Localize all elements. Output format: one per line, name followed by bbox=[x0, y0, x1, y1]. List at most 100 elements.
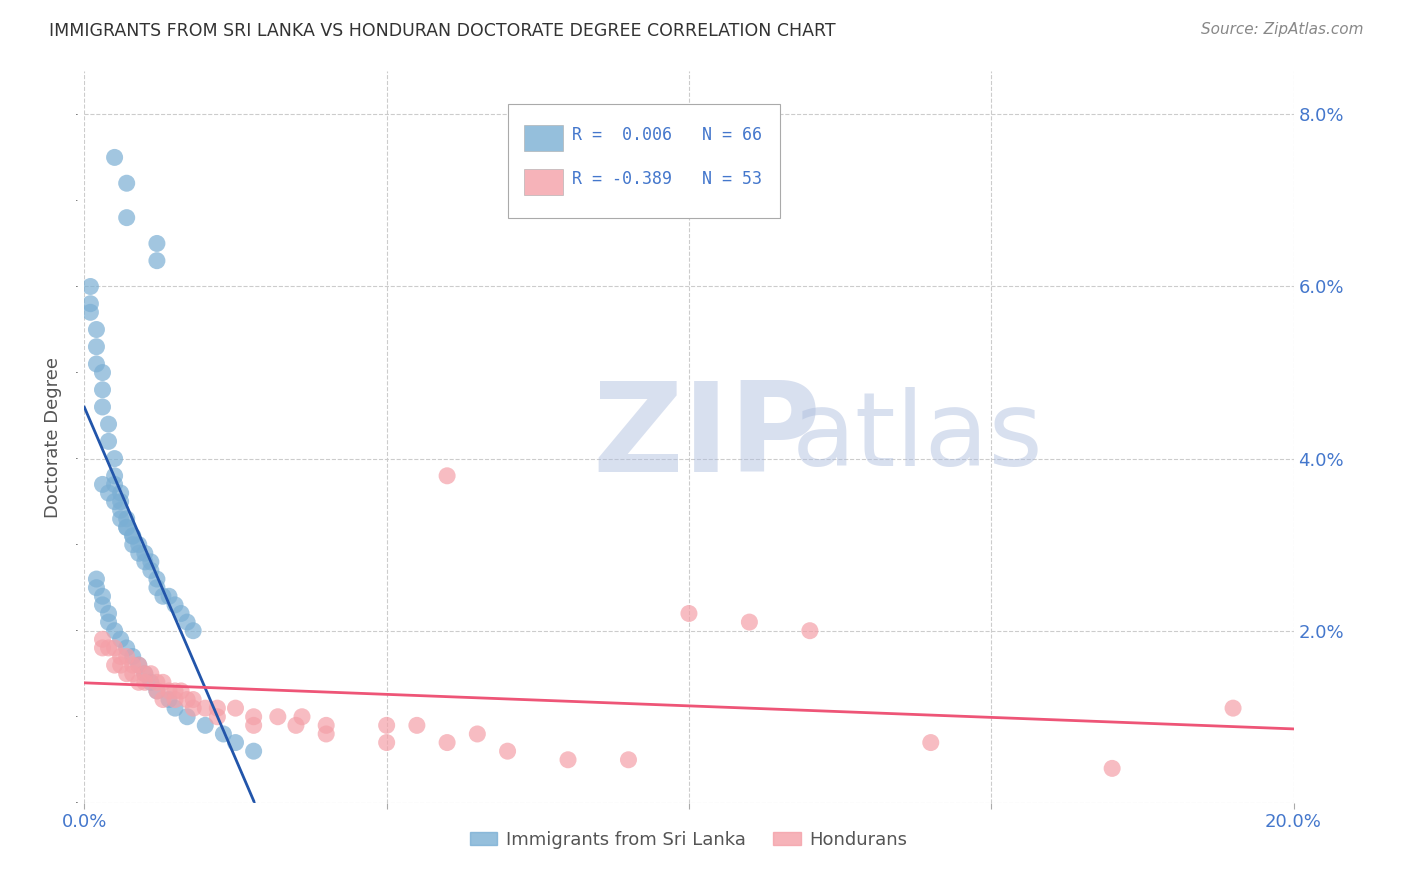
Point bbox=[285, 718, 308, 732]
Point bbox=[97, 640, 120, 655]
Point bbox=[115, 211, 138, 225]
Point bbox=[110, 503, 132, 517]
Point bbox=[79, 296, 101, 310]
Point bbox=[128, 538, 150, 552]
Point bbox=[86, 340, 108, 354]
Point bbox=[104, 468, 127, 483]
Point bbox=[146, 236, 169, 251]
Point bbox=[181, 701, 204, 715]
Point bbox=[121, 666, 143, 681]
Point bbox=[1222, 701, 1244, 715]
Point bbox=[86, 572, 108, 586]
Point bbox=[165, 701, 187, 715]
FancyBboxPatch shape bbox=[524, 169, 564, 195]
Text: ZIP: ZIP bbox=[592, 376, 821, 498]
Point bbox=[110, 494, 132, 508]
Point bbox=[170, 607, 193, 621]
Point bbox=[738, 615, 761, 629]
Point bbox=[97, 434, 120, 449]
FancyBboxPatch shape bbox=[524, 126, 564, 151]
Point bbox=[242, 744, 264, 758]
Point bbox=[146, 253, 169, 268]
Point bbox=[110, 632, 132, 647]
Point bbox=[152, 692, 174, 706]
Point bbox=[920, 735, 942, 749]
Point bbox=[104, 150, 127, 164]
Point bbox=[115, 520, 138, 534]
Y-axis label: Doctorate Degree: Doctorate Degree bbox=[45, 357, 62, 517]
Point bbox=[436, 735, 458, 749]
Point bbox=[207, 701, 229, 715]
Point bbox=[91, 598, 114, 612]
Point bbox=[97, 615, 120, 629]
Point bbox=[1101, 761, 1123, 775]
Point bbox=[152, 589, 174, 603]
Point bbox=[139, 555, 162, 569]
Point bbox=[207, 710, 229, 724]
Point bbox=[104, 624, 127, 638]
Point bbox=[115, 649, 138, 664]
Point bbox=[86, 322, 108, 336]
Point bbox=[79, 279, 101, 293]
Point bbox=[128, 675, 150, 690]
Point bbox=[146, 572, 169, 586]
Point bbox=[134, 675, 156, 690]
Point bbox=[128, 658, 150, 673]
Point bbox=[121, 658, 143, 673]
Text: IMMIGRANTS FROM SRI LANKA VS HONDURAN DOCTORATE DEGREE CORRELATION CHART: IMMIGRANTS FROM SRI LANKA VS HONDURAN DO… bbox=[49, 22, 835, 40]
Point bbox=[375, 718, 398, 732]
Point bbox=[225, 701, 247, 715]
Point bbox=[242, 718, 264, 732]
Point bbox=[91, 589, 114, 603]
Point bbox=[86, 357, 108, 371]
Text: R =  0.006   N = 66: R = 0.006 N = 66 bbox=[572, 126, 762, 144]
Point bbox=[121, 538, 143, 552]
Point bbox=[557, 753, 579, 767]
Point bbox=[157, 589, 180, 603]
Text: R = -0.389   N = 53: R = -0.389 N = 53 bbox=[572, 169, 762, 188]
Point bbox=[128, 658, 150, 673]
Point bbox=[170, 684, 193, 698]
Point bbox=[104, 494, 127, 508]
Point bbox=[128, 546, 150, 560]
Point bbox=[176, 710, 198, 724]
Point bbox=[97, 417, 120, 432]
Point bbox=[110, 512, 132, 526]
Point bbox=[617, 753, 640, 767]
Point bbox=[97, 607, 120, 621]
Point bbox=[375, 735, 398, 749]
Legend: Immigrants from Sri Lanka, Hondurans: Immigrants from Sri Lanka, Hondurans bbox=[463, 823, 915, 856]
Point bbox=[406, 718, 429, 732]
Point bbox=[176, 615, 198, 629]
Point bbox=[115, 176, 138, 190]
Point bbox=[165, 684, 187, 698]
Point bbox=[194, 718, 217, 732]
Point bbox=[115, 512, 138, 526]
Point bbox=[146, 675, 169, 690]
Point bbox=[139, 666, 162, 681]
Point bbox=[91, 632, 114, 647]
Point bbox=[181, 692, 204, 706]
Point bbox=[134, 546, 156, 560]
Point bbox=[194, 701, 217, 715]
Point bbox=[212, 727, 235, 741]
Point bbox=[134, 666, 156, 681]
Point bbox=[225, 735, 247, 749]
Point bbox=[134, 666, 156, 681]
Point bbox=[115, 520, 138, 534]
Point bbox=[267, 710, 290, 724]
Point bbox=[121, 649, 143, 664]
Point bbox=[139, 675, 162, 690]
Point bbox=[291, 710, 314, 724]
Point bbox=[104, 640, 127, 655]
Point bbox=[146, 684, 169, 698]
Point bbox=[799, 624, 821, 638]
Point bbox=[121, 529, 143, 543]
Point bbox=[152, 675, 174, 690]
Point bbox=[115, 666, 138, 681]
FancyBboxPatch shape bbox=[508, 104, 780, 218]
Point bbox=[104, 477, 127, 491]
Point bbox=[97, 486, 120, 500]
Point bbox=[165, 692, 187, 706]
Point bbox=[110, 486, 132, 500]
